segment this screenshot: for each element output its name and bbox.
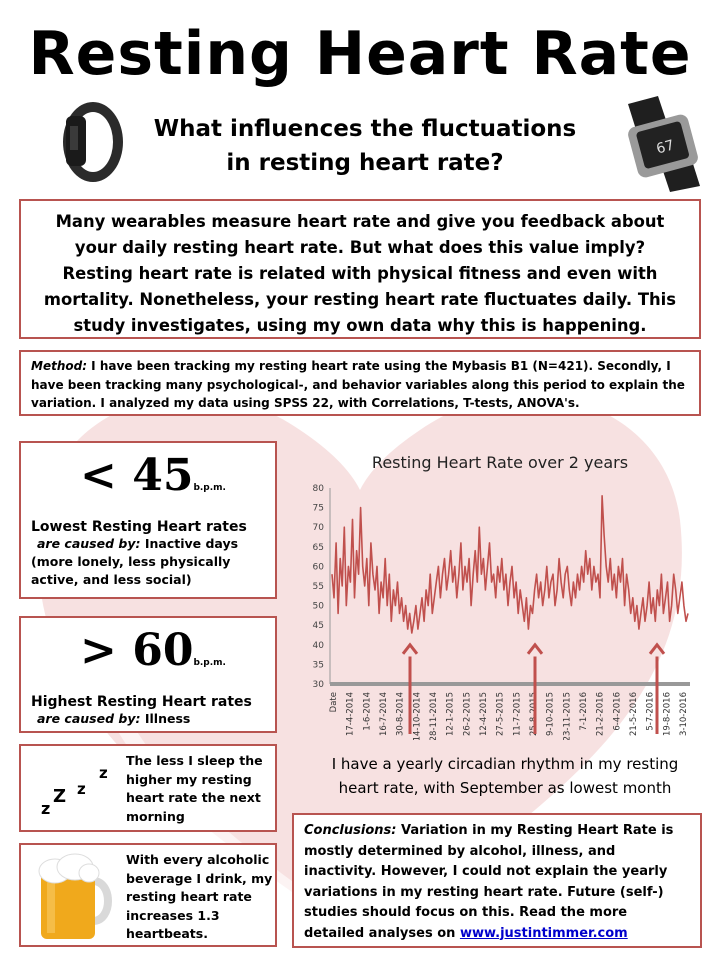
fitness-band-icon bbox=[63, 102, 123, 182]
lowest-rate-box: < 45b.p.m. Lowest Resting Heart rates ar… bbox=[19, 441, 277, 599]
lowest-value: < 45 bbox=[80, 450, 194, 501]
x-tick-label: 5-7-2016 bbox=[646, 692, 656, 731]
chart-caption: I have a yearly circadian rhythm in my r… bbox=[300, 752, 710, 800]
lowest-cause-text: Inactive days (more lonely, less physica… bbox=[31, 536, 239, 587]
sleep-box: z Z z z The less I sleep the higher my r… bbox=[19, 744, 277, 832]
lowest-value-line: < 45b.p.m. bbox=[31, 451, 265, 513]
subtitle-line-2: in resting heart rate? bbox=[226, 150, 504, 176]
method-text: I have been tracking my resting heart ra… bbox=[31, 359, 685, 410]
y-tick-label: 65 bbox=[313, 543, 324, 553]
y-tick-label: 70 bbox=[313, 523, 325, 533]
heart-rate-chart-svg: Resting Heart Rate over 2 years 30 35 40 45… bbox=[313, 453, 690, 741]
intro-box: Many wearables measure heart rate and gi… bbox=[19, 199, 701, 339]
x-tick-label: 21-5-2016 bbox=[629, 692, 639, 736]
conclusion-text: Variation in my Resting Heart Rate is mo… bbox=[304, 823, 674, 941]
x-tick-label: 30-8-2014 bbox=[396, 692, 406, 736]
chart-title: Resting Heart Rate over 2 years bbox=[372, 453, 628, 472]
subtitle: What influences the fluctuations in rest… bbox=[130, 112, 600, 180]
x-tick-label: 19-8-2016 bbox=[662, 692, 672, 736]
x-tick-label: 1-6-2014 bbox=[362, 692, 372, 731]
method-label: Method: bbox=[31, 359, 87, 373]
y-tick-label: 80 bbox=[313, 484, 325, 494]
x-tick-label: 26-2-2015 bbox=[462, 692, 472, 736]
lowest-unit: b.p.m. bbox=[193, 483, 226, 493]
highest-cause-label: are caused by: bbox=[37, 711, 141, 726]
highest-value-line: > 60b.p.m. bbox=[31, 626, 265, 688]
x-tick-label: 6-4-2016 bbox=[612, 692, 622, 731]
smartwatch-icon: 67 bbox=[628, 96, 700, 192]
highest-value: > 60 bbox=[80, 625, 194, 676]
x-tick-label: 28-11-2014 bbox=[429, 692, 439, 740]
caption-line-1: I have a yearly circadian rhythm in my r… bbox=[331, 755, 679, 773]
y-tick-label: 35 bbox=[313, 660, 324, 670]
method-box: Method: I have been tracking my resting … bbox=[19, 350, 701, 416]
lowest-heading: Lowest Resting Heart rates bbox=[31, 519, 247, 535]
x-tick-label: 16-7-2014 bbox=[379, 692, 389, 736]
x-tick-label: 3-10-2016 bbox=[679, 692, 689, 736]
y-tick-label: 30 bbox=[313, 680, 325, 690]
x-tick-label: 14-10-2014 bbox=[412, 692, 422, 740]
x-tick-label: 23-11-2015 bbox=[562, 692, 572, 740]
highest-cause-text: Illness bbox=[140, 711, 191, 726]
lowest-cause-label: are caused by: bbox=[37, 536, 141, 551]
y-tick-label: 40 bbox=[313, 641, 325, 651]
highest-cause: are caused by: Illness bbox=[31, 710, 265, 728]
x-tick-label: 9-10-2015 bbox=[546, 692, 556, 736]
y-tick-label: 50 bbox=[313, 602, 325, 612]
y-tick-label: 55 bbox=[313, 582, 324, 592]
september-arrow bbox=[526, 642, 544, 734]
beer-mug-icon bbox=[38, 853, 112, 939]
page-title: Resting Heart Rate bbox=[28, 19, 692, 89]
website-link[interactable]: www.justintimmer.com bbox=[459, 925, 628, 941]
x-tick-label: Date bbox=[329, 692, 339, 712]
x-tick-label: 12-4-2015 bbox=[479, 692, 489, 736]
september-arrow bbox=[401, 642, 419, 734]
x-tick-label: 7-1-2016 bbox=[579, 692, 589, 731]
caption-line-2: heart rate, with September as lowest mon… bbox=[338, 779, 672, 797]
alcohol-box: With every alcoholic beverage I drink, m… bbox=[19, 843, 277, 947]
lowest-cause: are caused by: Inactive days (more lonel… bbox=[31, 535, 265, 589]
highest-unit: b.p.m. bbox=[193, 658, 226, 668]
conclusion-label: Conclusions: bbox=[304, 823, 397, 838]
heart-rate-chart: Resting Heart Rate over 2 years 30 35 40 45… bbox=[300, 440, 710, 741]
highest-rate-box: > 60b.p.m. Highest Resting Heart rates a… bbox=[19, 616, 277, 733]
y-tick-label: 75 bbox=[313, 504, 324, 514]
subtitle-line-1: What influences the fluctuations bbox=[153, 116, 577, 142]
y-tick-label: 60 bbox=[313, 562, 325, 572]
x-tick-label: 11-7-2015 bbox=[512, 692, 522, 736]
alcohol-text: With every alcoholic beverage I drink, m… bbox=[126, 852, 273, 941]
y-tick-label: 45 bbox=[313, 621, 324, 631]
sleep-text: The less I sleep the higher my resting h… bbox=[126, 753, 263, 824]
svg-text:67: 67 bbox=[655, 137, 676, 157]
zzz-sleep-icon: z Z z z bbox=[41, 764, 108, 818]
series-line bbox=[331, 494, 689, 634]
conclusion-box: Conclusions: Variation in my Resting Hea… bbox=[292, 813, 702, 948]
september-arrow bbox=[648, 642, 666, 734]
highest-heading: Highest Resting Heart rates bbox=[31, 694, 252, 710]
x-tick-label: 21-2-2016 bbox=[596, 692, 606, 736]
x-tick-label: 27-5-2015 bbox=[496, 692, 506, 736]
x-tick-label: 12-1-2015 bbox=[446, 692, 456, 736]
x-tick-label: 17-4-2014 bbox=[346, 692, 356, 736]
